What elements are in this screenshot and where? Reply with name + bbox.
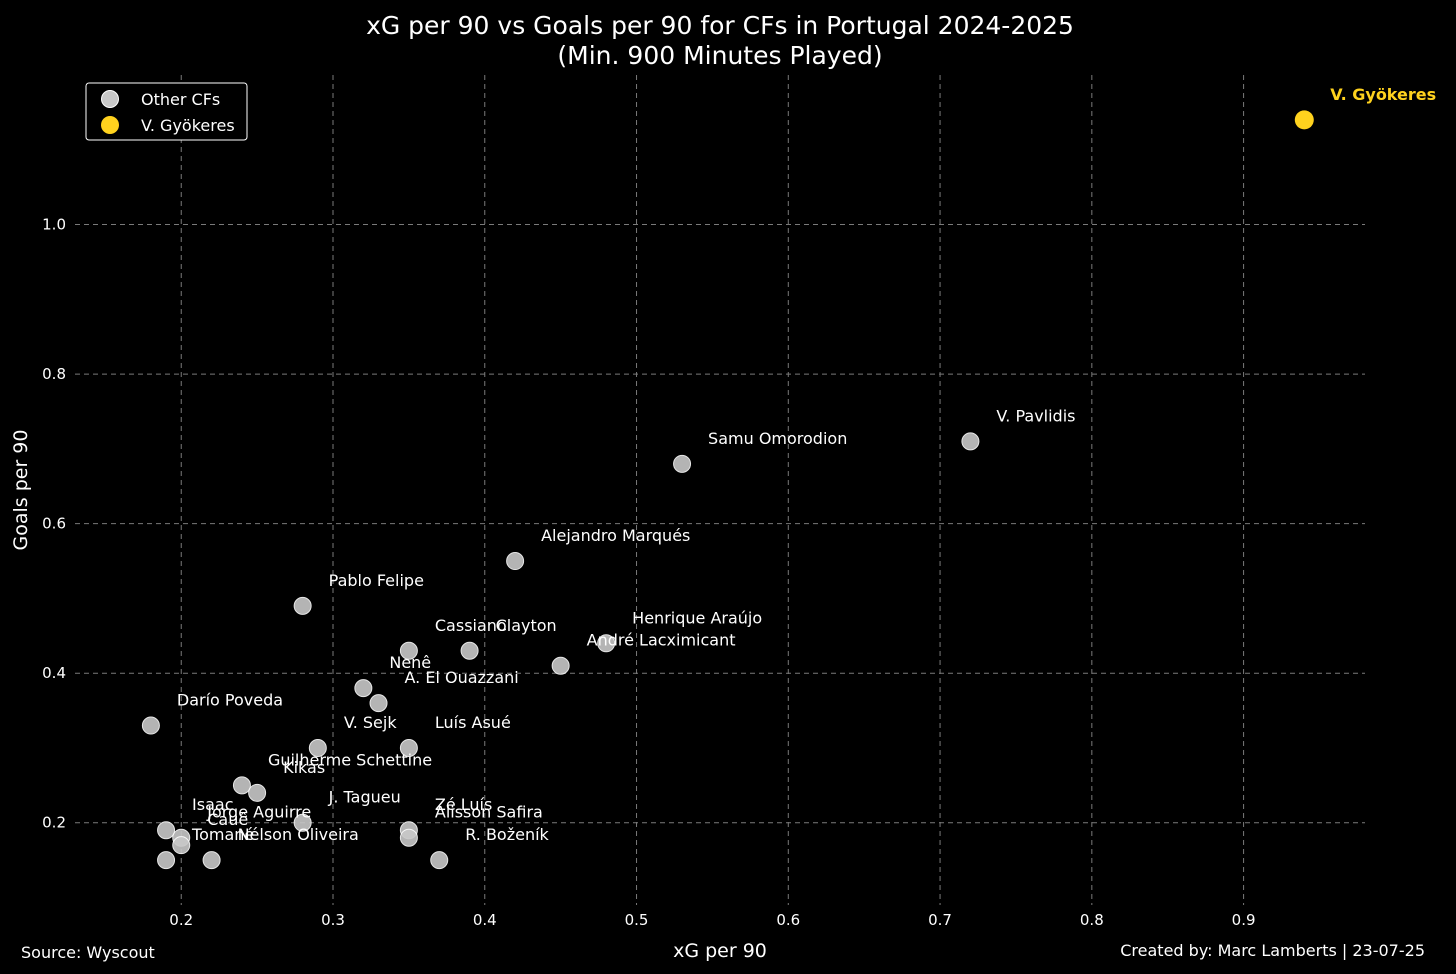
chart-title: xG per 90 vs Goals per 90 for CFs in Por… bbox=[366, 11, 1074, 40]
highlight-point bbox=[1294, 110, 1314, 130]
data-point bbox=[399, 738, 418, 757]
data-point-label: Clayton bbox=[496, 616, 557, 635]
legend: Other CFs V. Gyökeres bbox=[85, 82, 248, 141]
data-point bbox=[369, 694, 388, 713]
data-point-label: Nélson Oliveira bbox=[238, 825, 359, 844]
data-point-label: Nenê bbox=[389, 653, 431, 672]
y-tick-label: 0.8 bbox=[42, 365, 66, 383]
data-point bbox=[293, 596, 312, 615]
data-point-label: R. Boženík bbox=[465, 825, 549, 844]
data-point-label: Isaac bbox=[192, 795, 233, 814]
data-point-label: Zé Luís bbox=[435, 795, 492, 814]
data-point bbox=[506, 552, 525, 571]
data-point-label: V. Pavlidis bbox=[996, 406, 1075, 425]
x-tick-label: 0.8 bbox=[1080, 911, 1104, 929]
data-point bbox=[308, 738, 327, 757]
x-tick-label: 0.9 bbox=[1232, 911, 1256, 929]
data-point-label: Luís Asué bbox=[435, 713, 511, 732]
data-point-label: Kikas bbox=[283, 758, 325, 777]
x-tick-label: 0.5 bbox=[625, 911, 649, 929]
data-point bbox=[157, 821, 176, 840]
data-point-label: Cauê bbox=[207, 810, 248, 829]
x-axis-label: xG per 90 bbox=[673, 940, 767, 962]
data-point bbox=[293, 813, 312, 832]
data-point bbox=[551, 656, 570, 675]
data-point bbox=[172, 836, 191, 855]
highlight-point-label: V. Gyökeres bbox=[1330, 85, 1436, 104]
legend-label-other: Other CFs bbox=[141, 90, 220, 109]
data-point-label: Jorge Aguirre bbox=[206, 803, 311, 822]
data-point bbox=[961, 432, 980, 451]
y-tick-label: 0.6 bbox=[42, 515, 66, 533]
data-point-label: Tomané bbox=[191, 825, 254, 844]
legend-marker-other bbox=[101, 90, 119, 108]
legend-label-highlight: V. Gyökeres bbox=[141, 116, 235, 135]
data-point bbox=[460, 641, 479, 660]
data-point-label: Darío Poveda bbox=[177, 691, 283, 710]
data-point bbox=[597, 634, 616, 653]
data-point bbox=[399, 828, 418, 847]
data-point bbox=[232, 776, 251, 795]
source-note: Source: Wyscout bbox=[21, 943, 155, 962]
y-axis-label: Goals per 90 bbox=[10, 430, 32, 551]
data-point-label: Pablo Felipe bbox=[329, 571, 424, 590]
chart-subtitle: (Min. 900 Minutes Played) bbox=[557, 41, 882, 70]
data-point bbox=[673, 454, 692, 473]
data-point bbox=[202, 851, 221, 870]
x-tick-label: 0.4 bbox=[473, 911, 497, 929]
data-point bbox=[157, 851, 176, 870]
grid bbox=[75, 75, 1365, 905]
data-point-label: André Lacximicant bbox=[587, 631, 736, 650]
y-tick-label: 0.4 bbox=[42, 664, 66, 682]
y-tick-label: 1.0 bbox=[42, 216, 66, 234]
data-point-label: Guilherme Schettine bbox=[268, 750, 432, 769]
y-tick-label: 0.2 bbox=[42, 814, 66, 832]
data-point bbox=[248, 783, 267, 802]
data-point bbox=[354, 679, 373, 698]
data-point-label: Alejandro Marqués bbox=[541, 526, 690, 545]
x-tick-label: 0.7 bbox=[928, 911, 952, 929]
data-point-label: Cassiano bbox=[435, 616, 507, 635]
x-tick-label: 0.6 bbox=[776, 911, 800, 929]
data-points bbox=[141, 110, 1314, 870]
legend-marker-highlight bbox=[101, 116, 119, 134]
x-tick-label: 0.3 bbox=[321, 911, 345, 929]
y-axis-ticks: 0.2 0.4 0.6 0.8 1.0 bbox=[42, 216, 66, 832]
x-axis-ticks: 0.2 0.3 0.4 0.5 0.6 0.7 0.8 0.9 bbox=[169, 911, 1255, 929]
data-point-label: V. Sejk bbox=[344, 713, 398, 732]
data-point-label: Alisson Safira bbox=[435, 803, 543, 822]
data-point-label: Samu Omorodion bbox=[708, 429, 847, 448]
credit-note: Created by: Marc Lamberts | 23-07-25 bbox=[1120, 941, 1425, 960]
data-point bbox=[141, 716, 160, 735]
data-point-label: A. El Ouazzani bbox=[405, 668, 519, 687]
point-labels: V. Pavlidis Samu Omorodion Alejandro Marqu… bbox=[177, 85, 1436, 844]
data-point bbox=[399, 641, 418, 660]
legend-box bbox=[85, 82, 248, 141]
data-point bbox=[430, 851, 449, 870]
data-point-label: Henrique Araújo bbox=[632, 608, 762, 627]
x-tick-label: 0.2 bbox=[169, 911, 193, 929]
data-point-label: J. Tagueu bbox=[328, 788, 401, 807]
